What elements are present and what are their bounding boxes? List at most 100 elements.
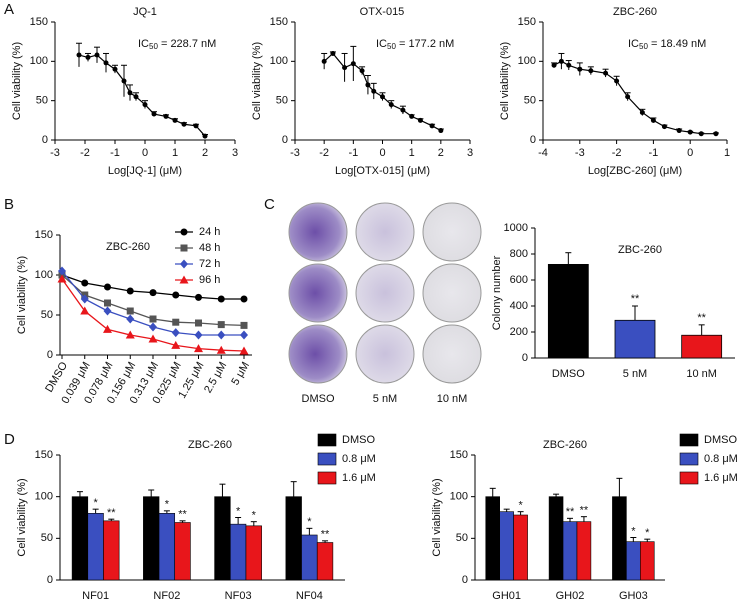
y-tick-label: 1000 <box>504 222 528 234</box>
marker <box>195 319 202 327</box>
point <box>94 52 100 58</box>
y-axis-label: Colony number <box>491 255 503 330</box>
bar <box>143 496 160 581</box>
marker <box>180 259 188 269</box>
bar <box>229 523 247 581</box>
y-tick-label: 50 <box>41 532 53 544</box>
marker <box>172 318 180 326</box>
chart-title: ZBC-260 <box>543 439 587 451</box>
significance: * <box>93 497 98 509</box>
legend-label: 24 h <box>199 226 220 238</box>
bar <box>639 541 655 581</box>
significance: ** <box>107 507 116 519</box>
bar <box>562 521 578 581</box>
chart: ZBC-260 0 50 100 150 Cell viability (%) NF01 NF… <box>16 433 376 602</box>
x-tick-label: NF04 <box>296 590 323 602</box>
x-tick-label: NF02 <box>153 590 180 602</box>
x-tick-label: NF03 <box>225 590 252 602</box>
chart: ZBC-260 0 50 100 150 Cell viability (%) GH01 GH… <box>431 433 738 602</box>
chart-title: ZBC-260 <box>106 241 150 253</box>
bar <box>485 496 500 581</box>
point <box>687 129 693 135</box>
x-tick-label: -3 <box>575 147 585 159</box>
point <box>558 58 564 64</box>
bar <box>513 514 528 581</box>
legend-label: 0.8 μM <box>704 453 738 465</box>
x-tick-label: 0 <box>379 147 385 159</box>
y-tick-label: 100 <box>270 55 288 67</box>
y-axis-label: Cell viability (%) <box>251 42 263 120</box>
y-tick-label: 150 <box>35 229 53 241</box>
legend-label: DMSO <box>342 434 375 446</box>
chart: ZBC-260 0 200 400 600 800 1000 Colony number DMS… <box>491 222 735 380</box>
x-tick-label: 10 nM <box>686 368 717 380</box>
y-tick-label: 0 <box>462 574 468 586</box>
significance: * <box>236 505 241 517</box>
point <box>400 107 406 113</box>
x-tick-label: -1 <box>110 147 120 159</box>
marker <box>194 344 203 353</box>
x-tick-label: DMSO <box>552 368 585 380</box>
y-axis-label: Cell viability (%) <box>499 42 511 120</box>
x-tick-label: 1 <box>409 147 415 159</box>
marker <box>217 321 225 329</box>
point <box>639 109 645 115</box>
bar <box>626 541 641 581</box>
x-tick-label: -1 <box>649 147 659 159</box>
significance: * <box>631 525 636 537</box>
x-tick-label: NF01 <box>82 590 109 602</box>
point <box>181 121 187 127</box>
point <box>121 78 127 84</box>
bar <box>87 513 104 581</box>
y-axis-label: Cell viability (%) <box>11 42 23 120</box>
marker <box>149 289 157 297</box>
legend-label: 0.8 μM <box>342 453 376 465</box>
y-tick-label: 50 <box>456 532 468 544</box>
x-tick-label: -2 <box>80 147 90 159</box>
significance: ** <box>580 505 589 517</box>
bar <box>548 496 564 581</box>
panel-label: D <box>4 431 15 448</box>
y-tick-label: 0 <box>42 134 48 146</box>
legend-label: 1.6 μM <box>342 472 376 484</box>
point <box>103 60 109 66</box>
annotation-prefix: IC <box>376 38 387 50</box>
legend-label: 48 h <box>199 242 220 254</box>
x-tick-label: -2 <box>612 147 622 159</box>
annotation-text: = 228.7 nM <box>158 38 216 50</box>
marker <box>149 322 157 332</box>
x-axis-label: Log[JQ-1] (μM) <box>108 165 182 177</box>
marker <box>103 324 112 333</box>
marker <box>240 330 248 340</box>
y-tick-label: 150 <box>30 16 48 28</box>
y-tick-label: 100 <box>450 491 468 503</box>
marker <box>171 328 180 338</box>
annotation-text: = 18.49 nM <box>648 38 706 50</box>
panel-label: A <box>4 1 14 18</box>
point <box>330 50 336 56</box>
annotation-sub: 50 <box>387 42 396 51</box>
x-tick-label: 3 <box>232 147 238 159</box>
bar <box>576 521 592 581</box>
marker <box>172 291 180 299</box>
significance: ** <box>566 506 575 518</box>
marker <box>58 266 66 276</box>
y-tick-label: 0 <box>47 574 53 586</box>
annotation: IC50 = 18.49 nM <box>628 38 706 51</box>
point <box>603 70 609 76</box>
x-tick-label: 3 <box>467 147 473 159</box>
legend-swatch <box>679 452 699 466</box>
marker <box>125 330 135 339</box>
point <box>614 78 620 84</box>
annotation-prefix: IC <box>628 38 639 50</box>
significance: ** <box>697 312 706 324</box>
point <box>142 102 148 108</box>
bar <box>301 534 318 581</box>
x-tick-label: -1 <box>348 147 358 159</box>
bar <box>174 522 191 581</box>
x-tick-label: 2 <box>202 147 208 159</box>
annotation-sub: 50 <box>639 42 648 51</box>
x-tick-label: 5 μM <box>229 360 252 387</box>
bar <box>214 496 231 581</box>
